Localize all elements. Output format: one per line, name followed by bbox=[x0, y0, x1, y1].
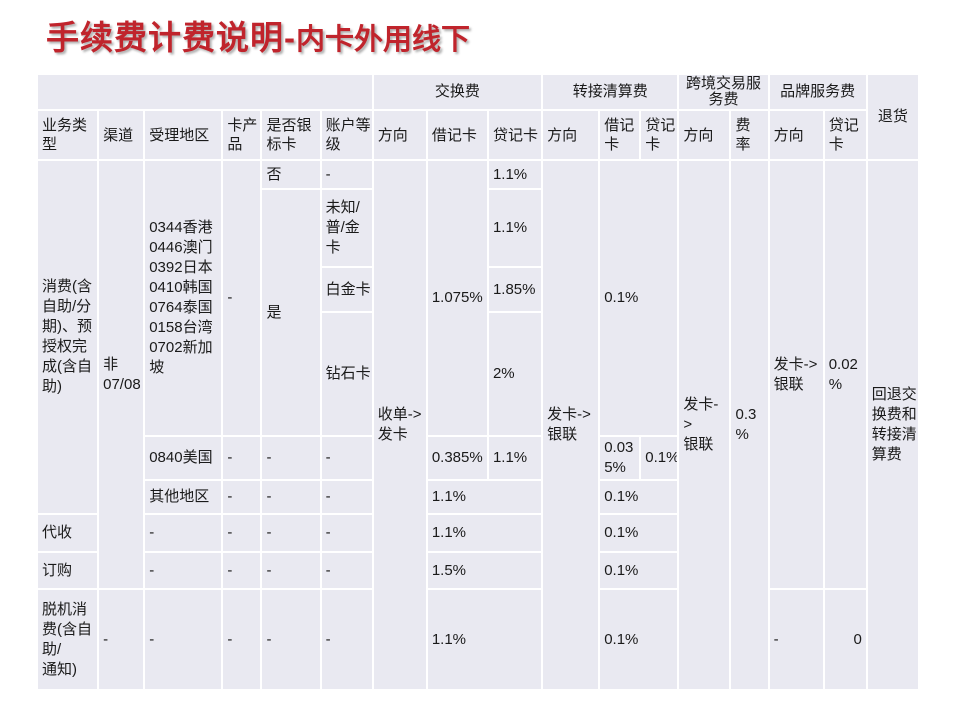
header-cell bbox=[36, 73, 374, 111]
body-cell: 钻石卡 bbox=[319, 311, 374, 437]
body-cell: 发卡-> 银联 bbox=[541, 159, 601, 691]
body-cell: 白金卡 bbox=[319, 266, 374, 313]
fee-table: 交换费 转接清算费 跨境交易服 务费 品牌服务费 退货 业务类 型渠道 受理地区 卡产 品是否… bbox=[35, 73, 921, 691]
body-cell: 0344香港 0446澳门 0392日本 0410韩国 0764泰国 0158台… bbox=[143, 159, 224, 437]
body-cell: - bbox=[221, 435, 263, 481]
slide-title-sub: 内卡外用线下 bbox=[296, 24, 471, 56]
header-cell: 方向 bbox=[371, 109, 428, 161]
body-cell: 0.1% bbox=[598, 513, 680, 553]
body-cell: 1.1% bbox=[425, 479, 544, 515]
header-cell: 方向 bbox=[677, 109, 732, 161]
body-cell: - bbox=[143, 551, 224, 590]
body-cell: 否 bbox=[260, 159, 322, 190]
body-cell: - bbox=[221, 588, 263, 691]
header-cell: 是否银 标卡 bbox=[260, 109, 322, 161]
body-cell: 回退交 换费和 转接清 算费 bbox=[865, 159, 921, 691]
header-cell: 账户等 级 bbox=[319, 109, 374, 161]
header-cell: 方向 bbox=[767, 109, 825, 161]
body-cell: 2% bbox=[486, 311, 544, 437]
body-cell: 脱机消 费(含自 助/通知) bbox=[35, 588, 100, 691]
body-cell: - bbox=[319, 588, 374, 691]
body-cell: 是 bbox=[260, 188, 322, 437]
body-cell: - bbox=[260, 435, 322, 481]
body-cell: 0.03 5% bbox=[598, 435, 642, 481]
body-cell: - bbox=[260, 479, 322, 515]
slide-title-main: 手续费计费说明- bbox=[46, 19, 296, 56]
fee-table-body: 交换费 转接清算费 跨境交易服 务费 品牌服务费 退货 业务类 型渠道 受理地区 卡产 品是否… bbox=[35, 73, 921, 691]
header-cell: 渠道 bbox=[97, 109, 146, 161]
body-cell: 0.3 % bbox=[729, 159, 770, 691]
header-cell: 贷记 卡 bbox=[822, 109, 868, 161]
body-cell: 0.385% bbox=[425, 435, 489, 481]
body-cell: 其他地区 bbox=[143, 479, 224, 515]
body-cell: 1.1% bbox=[425, 588, 544, 691]
body-cell: 收单-> 发卡 bbox=[371, 159, 428, 691]
body-cell: 0.1% bbox=[598, 588, 680, 691]
body-cell: 1.1% bbox=[486, 435, 544, 481]
body-cell: - bbox=[143, 588, 224, 691]
body-cell: - bbox=[221, 513, 263, 553]
body-cell: 1.1% bbox=[486, 159, 544, 190]
body-cell: 订购 bbox=[35, 551, 100, 590]
header-cell: 跨境交易服 务费 bbox=[677, 73, 770, 111]
body-cell: 0.1% bbox=[598, 479, 680, 515]
header-cell: 卡产 品 bbox=[221, 109, 263, 161]
header-cell: 费 率 bbox=[729, 109, 770, 161]
body-cell: - bbox=[767, 588, 825, 691]
body-cell: 0.1% bbox=[639, 435, 680, 481]
slide-title: 手续费计费说明-内卡外用线下 bbox=[46, 16, 470, 67]
body-cell: - bbox=[221, 551, 263, 590]
body-cell: - bbox=[97, 588, 146, 691]
body-cell: 非 07/08 bbox=[97, 159, 146, 590]
body-cell: 未知/ 普/金 卡 bbox=[319, 188, 374, 268]
body-cell: 发卡-> 银联 bbox=[767, 159, 825, 590]
header-cell: 方向 bbox=[541, 109, 601, 161]
body-cell: 消费(含 自助/分 期)、预 授权完 成(含自 助) bbox=[35, 159, 100, 515]
header-cell: 转接清算费 bbox=[541, 73, 680, 111]
body-cell: - bbox=[260, 588, 322, 691]
body-cell: 0840美国 bbox=[143, 435, 224, 481]
header-cell: 交换费 bbox=[371, 73, 544, 111]
body-cell: 代收 bbox=[35, 513, 100, 553]
body-cell: 1.1% bbox=[486, 188, 544, 268]
body-cell: - bbox=[319, 513, 374, 553]
body-cell: - bbox=[221, 479, 263, 515]
header-cell: 贷记卡 bbox=[486, 109, 544, 161]
body-cell: - bbox=[319, 551, 374, 590]
body-cell: 1.075% bbox=[425, 159, 489, 437]
header-cell: 品牌服务费 bbox=[767, 73, 868, 111]
body-cell: - bbox=[319, 435, 374, 481]
header-cell: 受理地区 bbox=[143, 109, 224, 161]
body-cell: 1.85% bbox=[486, 266, 544, 313]
body-cell: 0.1% bbox=[598, 551, 680, 590]
body-cell: 1.5% bbox=[425, 551, 544, 590]
body-cell: - bbox=[260, 513, 322, 553]
body-cell: - bbox=[143, 513, 224, 553]
header-cell: 贷记 卡 bbox=[639, 109, 680, 161]
body-cell: 1.1% bbox=[425, 513, 544, 553]
body-cell: 0 bbox=[822, 588, 868, 691]
body-cell: - bbox=[260, 551, 322, 590]
body-cell: 发卡-> 银联 bbox=[677, 159, 732, 691]
header-cell: 借记卡 bbox=[425, 109, 489, 161]
header-cell: 退货 bbox=[865, 73, 921, 161]
header-cell: 业务类 型 bbox=[35, 109, 100, 161]
body-cell: - bbox=[319, 479, 374, 515]
body-cell: 0.1% bbox=[598, 159, 680, 437]
body-cell: - bbox=[319, 159, 374, 190]
body-cell: 0.02 % bbox=[822, 159, 868, 590]
header-cell: 借记 卡 bbox=[598, 109, 642, 161]
body-cell: - bbox=[221, 159, 263, 437]
